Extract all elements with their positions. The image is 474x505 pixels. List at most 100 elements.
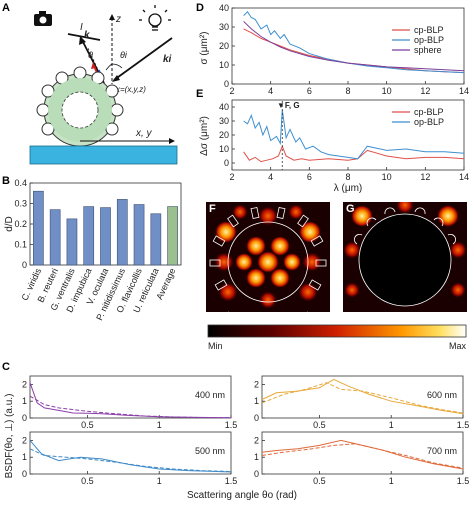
x-tick-label: 2 [229, 172, 234, 182]
y-tick-label: 0 [224, 158, 229, 168]
y-tick-label: 2 [254, 435, 259, 445]
y-tick-label: 0.3 [14, 199, 27, 209]
x-tick-label: 0.5 [313, 420, 326, 430]
x-tick-label: 1.5 [225, 420, 238, 430]
dashed-line [29, 395, 232, 419]
bar [33, 190, 44, 266]
panel-c-ylabel: BSDF(θo, ⊥) (a.u.) [4, 394, 15, 479]
bar [167, 206, 178, 266]
y-tick-label: 0 [22, 413, 27, 423]
x-tick-label: 8 [345, 172, 350, 182]
bar [49, 209, 61, 266]
x-tick-label: 14 [459, 172, 469, 182]
legend-label: cp-BLP [414, 25, 444, 35]
y-tick-label: 2 [22, 435, 27, 445]
x-tick-label: 6 [307, 86, 312, 96]
label-k: k [84, 30, 90, 41]
x-tick-label: 6 [307, 172, 312, 182]
y-tick-label: 0.2 [14, 219, 27, 229]
legend-label: cp-BLP [414, 107, 444, 117]
y-tick-label: 0 [254, 413, 259, 423]
subplot-700-nm: 0 1 2 0.5 1 1.5 700 nm [254, 431, 469, 486]
x-tick-label: 12 [420, 172, 430, 182]
subplot-frame [261, 375, 464, 419]
x-tick-label: 1 [389, 420, 394, 430]
panel-e-marker-label: ▼F, G [277, 101, 300, 110]
colorbar-min: Min [208, 341, 223, 351]
y-tick-label: 1 [254, 396, 259, 406]
panel-d-axis: 0 10 20 30 40 2 4 6 8 10 12 14 [219, 3, 469, 96]
legend-label: sphere [414, 45, 442, 55]
solid-line [261, 439, 464, 470]
x-tick-label: 1 [389, 476, 394, 486]
y-tick-label: 40 [219, 3, 229, 13]
label-xy: x, y [135, 128, 153, 139]
particle [36, 66, 124, 147]
x-tick-label: 2 [229, 86, 234, 96]
x-tick-label: 1 [157, 420, 162, 430]
x-tick-label: 0.5 [81, 420, 94, 430]
label-x: x=(x,y,z) [115, 85, 146, 94]
y-tick-label: 0.4 [14, 178, 27, 188]
subplot-frame [29, 431, 232, 475]
x-tick-label: 0.5 [313, 476, 326, 486]
panel-d-label: D [196, 2, 204, 14]
bar [83, 206, 95, 266]
label-z: z [115, 14, 121, 25]
panel-g: G [343, 202, 467, 312]
panel-a-label: A [2, 2, 10, 14]
bar [133, 204, 145, 266]
y-tick-label: 20 [219, 130, 229, 140]
panel-b-axis: 0 0.1 0.2 0.3 0.4 [14, 178, 33, 270]
panel-b-label: B [2, 175, 10, 187]
y-tick-label: 10 [219, 144, 229, 154]
y-tick-label: 2 [254, 379, 259, 389]
y-tick-label: 30 [219, 22, 229, 32]
panel-c-subplots: 0 1 2 0.5 1 1.5 400 nm 0 1 2 0.5 1 1.5 600 nm 0 1 2 0.5 1 1… [22, 375, 470, 486]
panel-d-ylabel: σ (μm²) [199, 31, 210, 64]
dashed-line [261, 382, 464, 414]
y-tick-label: 0 [22, 260, 27, 270]
x-tick-label: 0.5 [81, 476, 94, 486]
x-tick-label: 12 [420, 86, 430, 96]
panel-d-lines [243, 11, 465, 74]
label-i: I [80, 22, 83, 33]
x-tick-label: 1 [157, 476, 162, 486]
panel-e-label: E [196, 88, 203, 100]
y-tick-label: 0.1 [14, 240, 27, 250]
panel-a: A I z k [2, 2, 178, 165]
subplot-title: 600 nm [427, 390, 457, 400]
series-line-op-BLP [243, 109, 465, 160]
dashed-line [261, 443, 464, 469]
x-tick-label: 1.5 [457, 420, 470, 430]
subplot-frame [29, 375, 232, 419]
legend-label: op-BLP [414, 35, 444, 45]
subplot-frame [261, 431, 464, 475]
solid-line [261, 378, 464, 415]
panel-g-label: G [346, 203, 355, 215]
bar [100, 207, 111, 266]
panel-c-label: C [2, 361, 10, 373]
x-tick-label: 8 [345, 86, 350, 96]
panel-b-ylabel: d/D [4, 216, 15, 232]
subplot-400-nm: 0 1 2 0.5 1 1.5 400 nm [22, 375, 238, 430]
x-tick-label: 14 [459, 86, 469, 96]
x-tick-label: 1.5 [225, 476, 238, 486]
subplot-title: 400 nm [195, 390, 225, 400]
series-line-op-BLP [243, 11, 465, 74]
panel-e-ylabel: Δσ (μm²) [199, 116, 210, 156]
subplot-600-nm: 0 1 2 0.5 1 1.5 600 nm [254, 375, 470, 430]
y-tick-label: 20 [219, 41, 229, 51]
panel-c-xlabel: Scattering angle θo (rad) [187, 490, 297, 501]
x-tick-label: 10 [382, 172, 392, 182]
y-tick-label: 0 [254, 469, 259, 479]
subplot-title: 700 nm [427, 446, 457, 456]
colorbar: Min Max [207, 324, 466, 351]
panel-d: D σ (μm²) 0 10 20 30 40 2 4 6 8 10 12 14 cp-BLPop-B… [196, 2, 469, 96]
